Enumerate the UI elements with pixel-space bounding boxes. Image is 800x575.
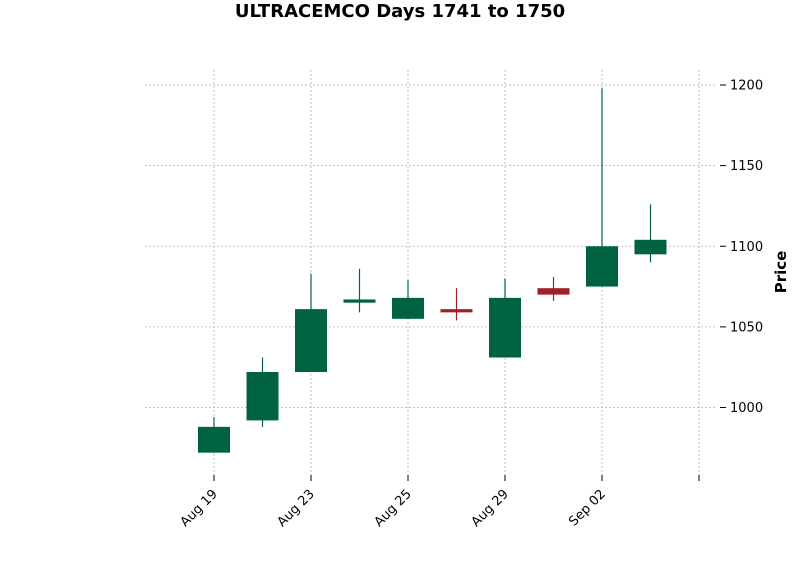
y-axis: 1000 1050 1100 1150 1200 [720,79,763,416]
candle-body [295,309,327,373]
candle-body [586,246,618,287]
candle-body [246,372,279,421]
y-tick-label: 1200 [730,79,763,94]
x-tick-label: Aug 25 [372,487,415,530]
grid [145,70,715,475]
candle-body [392,297,424,319]
candle-body [489,297,521,358]
y-tick-label: 1100 [730,240,763,255]
candle-body [198,426,230,453]
candle-body [343,299,376,303]
x-tick-label: Aug 23 [275,487,318,530]
x-tick-label: Sep 02 [566,487,609,530]
y-axis-label: Price [772,251,790,294]
x-axis: Aug 19 Aug 23 Aug 25 Aug 29 Sep 02 [178,475,700,530]
y-tick-label: 1150 [730,159,763,174]
candles [198,88,667,453]
y-tick-label: 1000 [730,401,763,416]
candle-body [634,239,667,255]
candle-body [537,288,570,295]
x-tick-label: Aug 29 [469,487,512,530]
x-tick-label: Aug 19 [178,487,221,530]
y-tick-label: 1050 [730,320,763,335]
chart-title: ULTRACEMCO Days 1741 to 1750 [235,1,565,22]
candle-body [440,309,473,313]
